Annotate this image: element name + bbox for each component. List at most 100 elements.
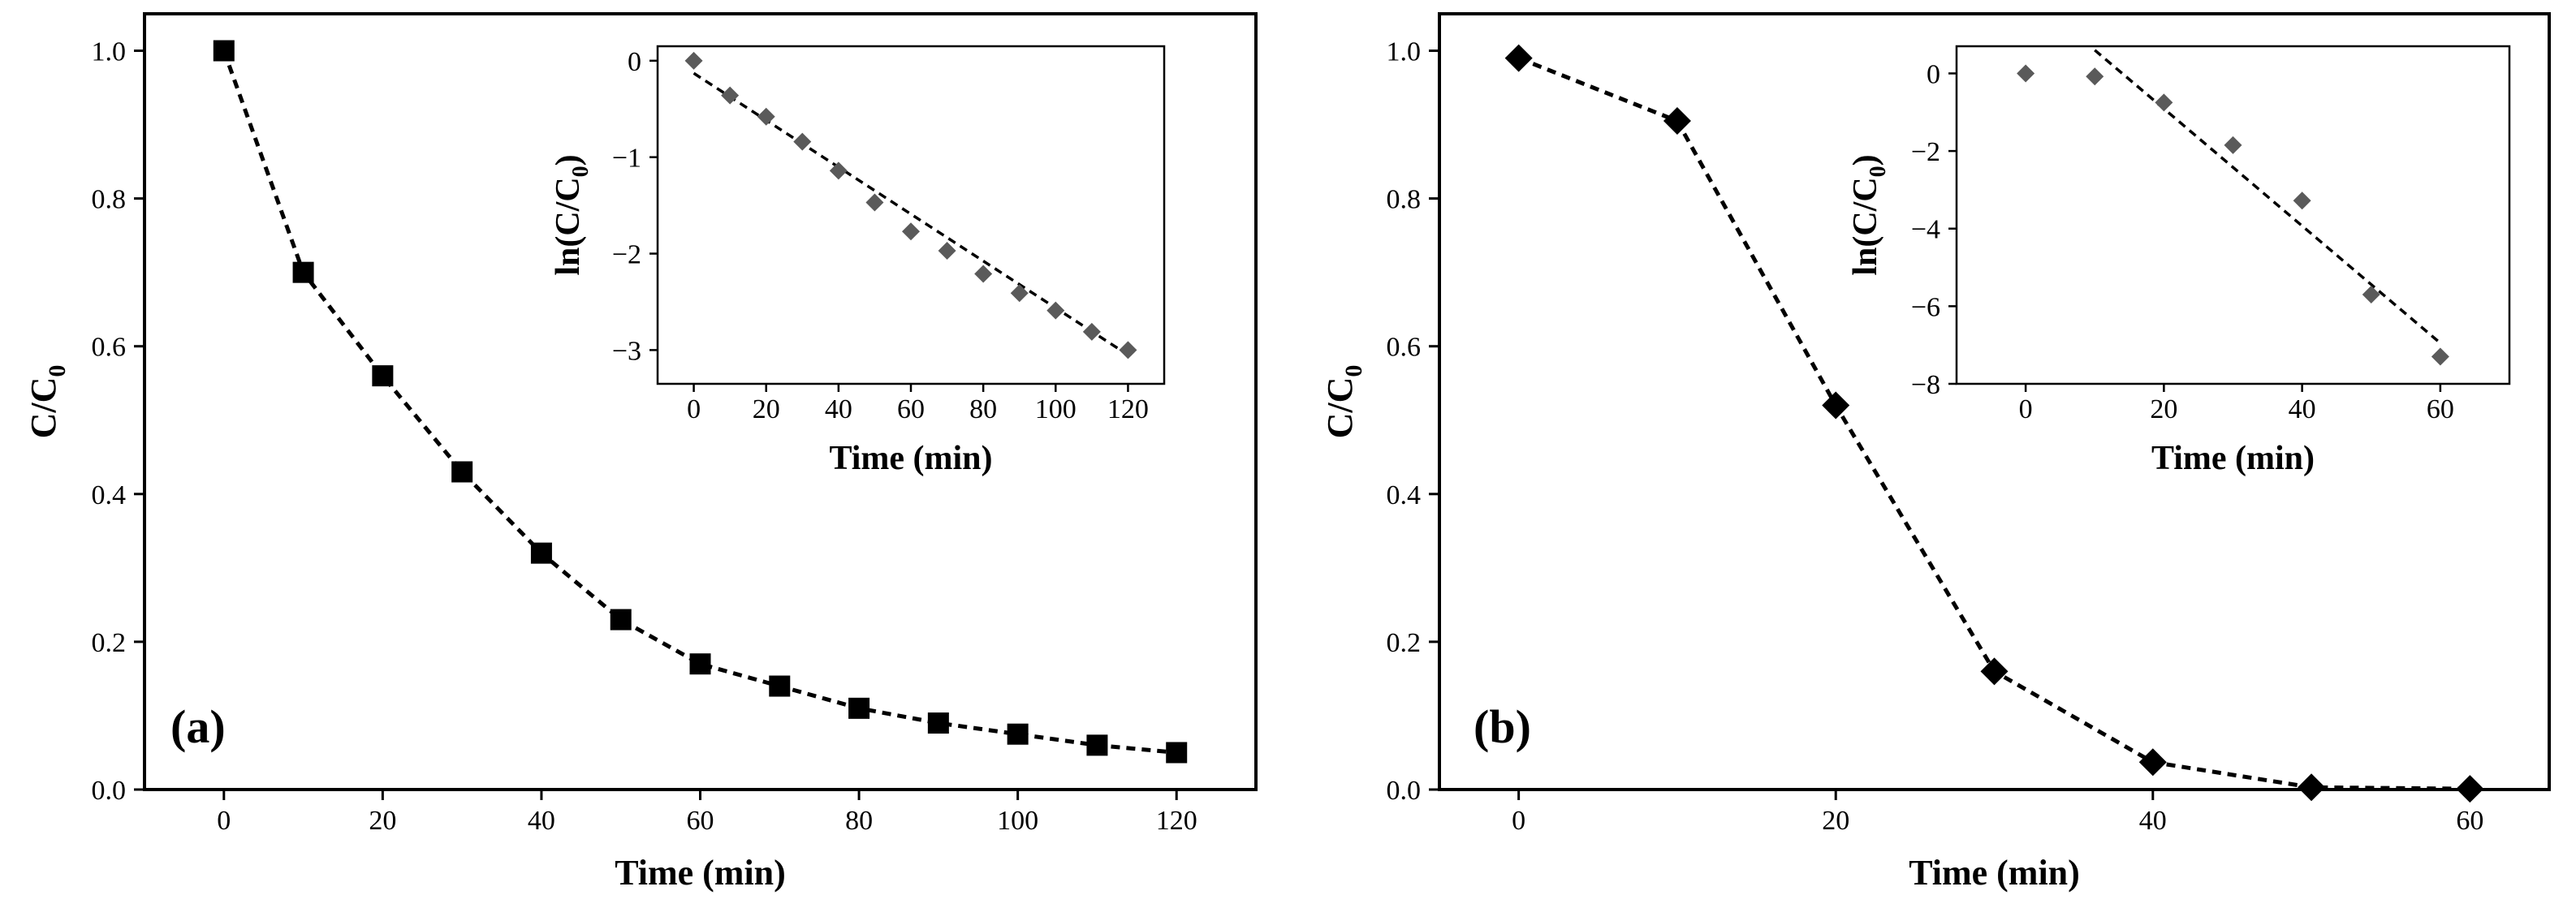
inset-y-axis-label: ln(C/C0) (550, 154, 593, 275)
chart-panel-a: 0 20 40 60 80 100 120 0.0 0.2 0.4 0.6 0.8 1.0 Time (m… (24, 12, 1258, 893)
data-point (451, 461, 473, 483)
data-point (372, 365, 394, 387)
main-x-tick-label: 20 (1822, 806, 1849, 836)
inset-y-axis-label: ln(C/C0) (1847, 154, 1891, 275)
inset-data-point (1119, 341, 1137, 359)
main-x-tick-label: 0 (217, 806, 231, 836)
inset-x-tick-label: 100 (1035, 394, 1077, 424)
inset-x-tick-label: 40 (2289, 394, 2316, 424)
inset-x-tick-label: 0 (2019, 394, 2033, 424)
main-x-tick-label: 120 (1156, 806, 1197, 836)
y-axis-label: C/C0 (24, 365, 71, 439)
data-point (1980, 657, 2009, 686)
inset-x-tick-label: 0 (687, 394, 701, 424)
panel-label: (b) (1474, 700, 1531, 753)
main-x-tick-label: 100 (997, 806, 1038, 836)
inset-y-label-tail: ) (1847, 154, 1884, 166)
main-y-tick-label: 0.0 (92, 776, 127, 806)
inset-y-label-main: ln(C/C (550, 177, 587, 275)
inset-data-point (2017, 64, 2035, 83)
data-point (530, 542, 552, 564)
inset-fit-line (2094, 49, 2442, 345)
inset-data-point (2293, 192, 2311, 210)
inset-data-point (829, 161, 848, 180)
main-x-tick-label: 0 (1512, 806, 1525, 836)
inset-y-tick-label: 0 (628, 47, 641, 77)
inset-data-point (2224, 136, 2242, 154)
inset-x-tick-label: 60 (897, 394, 925, 424)
inset-data-point (1046, 301, 1065, 320)
inset-data-point (865, 193, 884, 212)
data-point (610, 609, 632, 630)
inset-y-tick-label: −6 (1911, 292, 1940, 322)
inset-data-point (1010, 284, 1029, 303)
inset-frame (656, 45, 1166, 385)
panel-label: (a) (170, 700, 226, 753)
data-point (1504, 44, 1533, 72)
inset-x-tick-label: 60 (2427, 394, 2454, 424)
data-point (1663, 107, 1691, 136)
data-point (2138, 748, 2167, 777)
inset-y-label-tail: ) (550, 154, 587, 166)
main-y-tick-label: 1.0 (92, 37, 127, 67)
x-axis-label: Time (min) (1909, 853, 2080, 893)
x-axis-label: Time (min) (615, 853, 786, 893)
inset-x-tick-label: 20 (2150, 394, 2177, 424)
y-axis-label-subscript: 0 (44, 365, 71, 377)
main-x-tick-label: 40 (528, 806, 555, 836)
inset-y-label-main: ln(C/C (1847, 177, 1884, 275)
main-x-tick-label: 80 (845, 806, 873, 836)
data-point (769, 675, 791, 697)
data-point (689, 653, 711, 675)
y-axis-label: C/C0 (1320, 365, 1367, 439)
inset-data-point (2362, 286, 2380, 304)
inset-y-tick-label: 0 (1927, 59, 1940, 89)
main-y-tick-label: 1.0 (1387, 37, 1422, 67)
main-x-tick-label: 60 (687, 806, 714, 836)
inset-x-tick-label: 120 (1107, 394, 1149, 424)
main-y-tick-label: 0.2 (1387, 628, 1422, 658)
y-axis-label-main: C/C (1320, 377, 1360, 439)
inset-data-point (974, 265, 993, 283)
main-y-tick-label: 0.6 (92, 333, 127, 363)
main-x-tick-label: 60 (2456, 806, 2483, 836)
inset-x-tick-label: 20 (753, 394, 780, 424)
main-x-tick-label: 20 (369, 806, 396, 836)
data-point (1007, 723, 1029, 745)
inset-data-point (721, 86, 740, 105)
inset-data-point (902, 222, 920, 241)
inset-frame (1955, 45, 2511, 385)
main-y-tick-label: 0.0 (1387, 776, 1422, 806)
inset-x-tick-label: 40 (825, 394, 852, 424)
inset-y-tick-label: −2 (612, 240, 641, 270)
main-y-tick-label: 0.4 (92, 480, 127, 510)
data-point (292, 261, 314, 283)
inset-data-point (793, 132, 812, 151)
main-y-tick-label: 0.2 (92, 628, 127, 658)
inset-y-label-subscript: 0 (568, 166, 593, 177)
main-frame (1438, 12, 2551, 791)
inset-y-tick-label: −3 (612, 336, 641, 366)
inset-x-axis-label: Time (min) (829, 440, 992, 477)
y-axis-label-subscript: 0 (1340, 365, 1367, 377)
inset-x-tick-label: 80 (969, 394, 997, 424)
inset-y-tick-label: −4 (1911, 215, 1940, 245)
inset-y-tick-label: −1 (612, 144, 641, 174)
y-axis-label-main: C/C (24, 377, 63, 439)
inset-data-point (2431, 347, 2449, 366)
data-point (1166, 742, 1188, 764)
inset-data-point (938, 241, 956, 260)
data-point (2298, 773, 2326, 802)
inset-y-tick-label: −2 (1911, 137, 1940, 167)
inset-data-point (684, 51, 703, 70)
data-point (848, 697, 870, 719)
data-point (213, 40, 235, 62)
inset-x-axis-label: Time (min) (2151, 440, 2315, 477)
main-y-tick-label: 0.8 (1387, 185, 1422, 215)
inset-data-point (2086, 67, 2104, 86)
main-y-tick-label: 0.4 (1387, 480, 1422, 510)
main-x-tick-label: 40 (2139, 806, 2167, 836)
data-point (2456, 775, 2484, 803)
